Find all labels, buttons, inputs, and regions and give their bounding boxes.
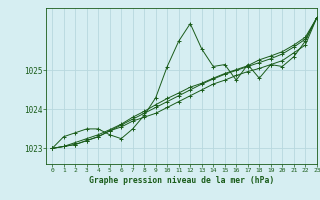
X-axis label: Graphe pression niveau de la mer (hPa): Graphe pression niveau de la mer (hPa)	[89, 176, 274, 185]
